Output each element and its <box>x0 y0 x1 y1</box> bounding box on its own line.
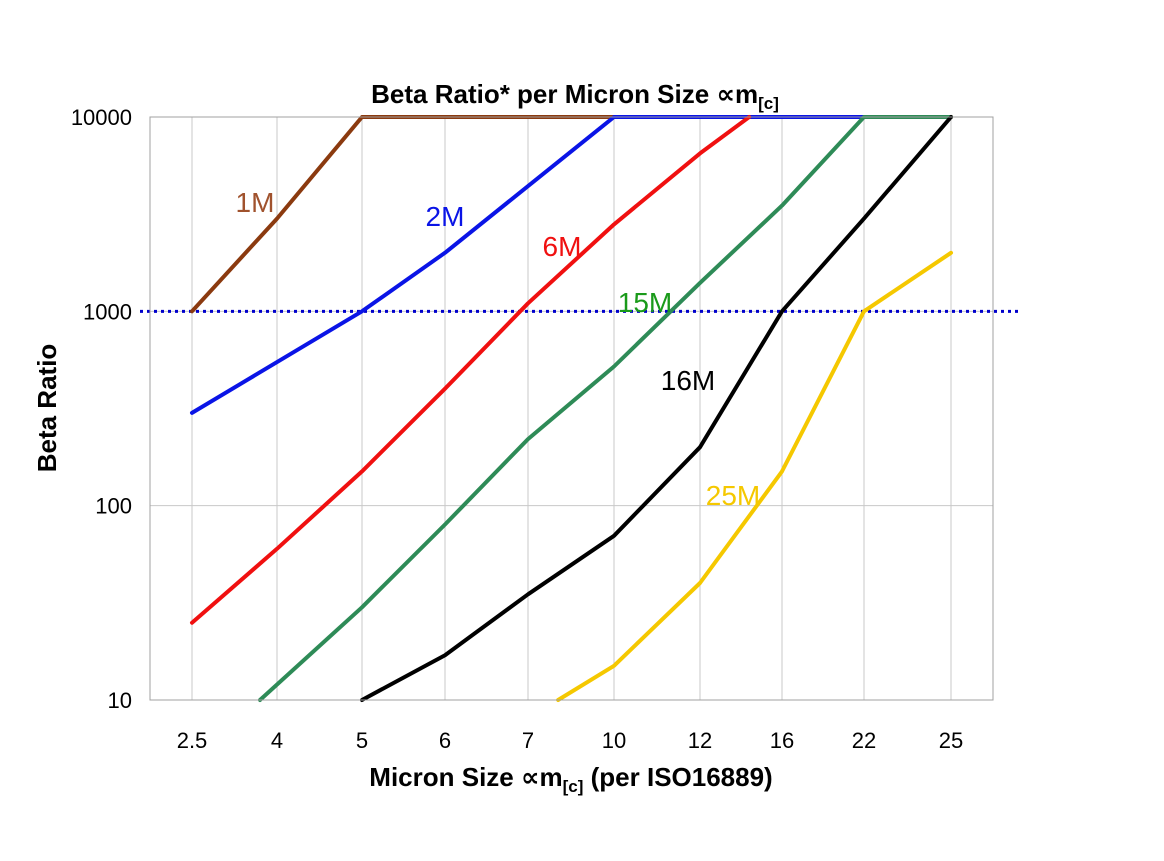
x-tick-label-22: 22 <box>852 728 876 753</box>
series-labels: 1M 2M 6M 15M 16M 25M <box>236 187 761 511</box>
x-tick-label-6: 6 <box>439 728 451 753</box>
y-tick-label-100: 100 <box>95 494 132 519</box>
x-tick-label-5: 5 <box>356 728 368 753</box>
x-tick-label-2.5: 2.5 <box>177 728 208 753</box>
series-label-2M: 2M <box>426 201 465 232</box>
series-line-25M <box>556 250 953 702</box>
series-label-15M: 15M <box>618 287 672 318</box>
x-tick-labels: 2.5 4 5 6 7 10 12 16 22 25 <box>177 728 964 753</box>
x-tick-label-12: 12 <box>688 728 712 753</box>
x-tick-label-16: 16 <box>770 728 794 753</box>
grid-lines <box>150 116 993 701</box>
series-label-25M: 25M <box>706 480 760 511</box>
x-tick-label-7: 7 <box>522 728 534 753</box>
y-axis-label: Beta Ratio <box>32 344 62 473</box>
series-label-1M: 1M <box>236 187 275 218</box>
chart-title: Beta Ratio* per Micron Size ∝m[c] <box>371 79 779 113</box>
x-tick-label-10: 10 <box>602 728 626 753</box>
series-line-16M <box>360 115 953 702</box>
y-tick-labels: 10 100 1000 10000 <box>71 105 132 713</box>
x-tick-label-4: 4 <box>271 728 283 753</box>
y-tick-label-10: 10 <box>108 688 132 713</box>
x-axis-label: Micron Size ∝m[c] (per ISO16889) <box>369 762 772 796</box>
plot-area-border <box>149 116 994 701</box>
series-label-16M: 16M <box>661 365 715 396</box>
series-line-6M <box>190 115 752 625</box>
y-tick-label-1000: 1000 <box>83 299 132 324</box>
x-tick-label-25: 25 <box>939 728 963 753</box>
y-tick-label-10000: 10000 <box>71 105 132 130</box>
series-label-6M: 6M <box>543 231 582 262</box>
series-line-15M <box>258 115 953 702</box>
